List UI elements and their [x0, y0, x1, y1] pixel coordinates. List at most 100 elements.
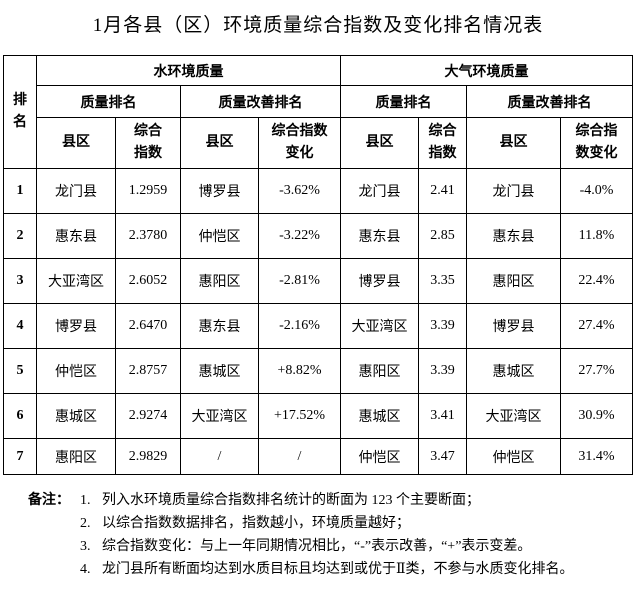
- note: 4. 龙门县所有断面均达到水质目标且均达到或优于Ⅱ类，不参与水质变化排名。: [28, 559, 628, 581]
- note: 3. 综合指数变化：与上一年同期情况相比，“-”表示改善，“+”表示变差。: [28, 536, 628, 558]
- data-cell: +8.82%: [258, 348, 341, 394]
- note-label: [28, 536, 80, 558]
- note-number: 3.: [80, 539, 91, 554]
- data-cell: 惠阳区: [180, 258, 259, 304]
- column-header-text: 县区: [365, 135, 394, 150]
- data-cell: 2.85: [418, 213, 467, 259]
- note-text: 列入水环境质量综合指数排名统计的断面为 123 个主要断面；: [102, 493, 480, 508]
- data-cell: -2.16%: [258, 303, 341, 349]
- data-cell: 3.47: [418, 438, 467, 475]
- data-row: 7 惠阳区 2.9829// 仲恺区 3.47 仲恺区 31.4%: [3, 438, 633, 475]
- data-cell: 博罗县: [36, 303, 116, 349]
- header-row: 县区 综合指数 县区 综合指数变化 县区 综合指数 县区 综合指数变化: [4, 117, 633, 169]
- data-cell: 仲恺区: [340, 438, 419, 475]
- data-row: 4 博罗县 2.6470 惠东县 -2.16% 大亚湾区 3.39 博罗县 27.4%: [3, 303, 633, 349]
- subgroup-header: 质量改善排名: [180, 85, 341, 118]
- column-header: 县区: [36, 117, 116, 169]
- data-cell: -3.22%: [258, 213, 341, 259]
- column-header-text: 综合指数变化: [271, 124, 328, 161]
- header-row: 排名 水环境质量 大气环境质量: [3, 55, 633, 169]
- data-cell: 惠阳区: [36, 438, 116, 475]
- column-header: 县区: [180, 117, 259, 169]
- column-header-text: 综合指数: [134, 124, 162, 161]
- note-text: 综合指数变化：与上一年同期情况相比，“-”表示改善，“+”表示变差。: [102, 539, 532, 554]
- group-header: 水环境质量: [36, 55, 341, 86]
- data-cell: 仲恺区: [180, 213, 259, 259]
- data-cell: 11.8%: [560, 213, 633, 259]
- data-cell: 惠东县: [466, 213, 561, 259]
- data-row: 3 大亚湾区 2.6052 惠阳区 -2.81% 博罗县 3.35 惠阳区 22.4%: [3, 258, 633, 304]
- data-cell: 博罗县: [466, 303, 561, 349]
- data-cell: 1.2959: [115, 168, 181, 214]
- data-cell: 2.6052: [115, 258, 181, 304]
- rank-header: 排名: [13, 93, 27, 130]
- data-cell: 2.9829: [115, 438, 181, 475]
- notes: 备注： 1. 列入水环境质量综合指数排名统计的断面为 123 个主要断面； 2. 以综合…: [28, 490, 628, 582]
- note-number: 4.: [80, 562, 91, 577]
- data-cell: 惠城区: [36, 393, 116, 439]
- data-cell: 仲恺区: [36, 348, 116, 394]
- column-header-text: 综合指数: [428, 124, 457, 161]
- data-cell: 仲恺区: [466, 438, 561, 475]
- title: 1月各县（区）环境质量综合指数及变化排名情况表: [92, 15, 544, 36]
- column-header: 县区: [340, 117, 419, 169]
- data-cell: 3.41: [418, 393, 467, 439]
- data-cell: 2.9274: [115, 393, 181, 439]
- column-header-text: 县区: [62, 135, 90, 150]
- data-cell: 大亚湾区: [36, 258, 116, 304]
- data-cell: /: [180, 438, 259, 475]
- data-row: 1 龙门县 1.2959 博罗县 -3.62% 龙门县 2.41 龙门县 -4.0%: [3, 168, 633, 214]
- rank-cell: 4: [3, 303, 37, 349]
- column-header: 综合指数: [418, 117, 467, 169]
- data-cell: 惠东县: [36, 213, 116, 259]
- data-cell: 惠城区: [466, 348, 561, 394]
- data-cell: 龙门县: [466, 168, 561, 214]
- data-cell: 龙门县: [340, 168, 419, 214]
- data-cell: 博罗县: [180, 168, 259, 214]
- data-cell: 惠阳区: [340, 348, 419, 394]
- data-cell: 3.39: [418, 348, 467, 394]
- note: 2. 以综合指数数据排名，指数越小，环境质量越好；: [28, 513, 628, 535]
- header-row: 质量排名 质量改善排名 质量排名 质量改善排名: [4, 85, 633, 118]
- note: 备注： 1. 列入水环境质量综合指数排名统计的断面为 123 个主要断面；: [28, 490, 628, 512]
- data-cell: 2.6470: [115, 303, 181, 349]
- data-cell: 惠城区: [180, 348, 259, 394]
- column-header: 县区: [466, 117, 561, 169]
- data-cell: 22.4%: [560, 258, 633, 304]
- data-cell: 大亚湾区: [340, 303, 419, 349]
- data-cell: 惠东县: [180, 303, 259, 349]
- data-cell: 龙门县: [36, 168, 116, 214]
- data-row: 2 惠东县 2.3780 仲恺区 -3.22% 惠东县 2.85 惠东县 11.8%: [3, 213, 633, 259]
- data-cell: 27.7%: [560, 348, 633, 394]
- data-cell: 30.9%: [560, 393, 633, 439]
- data-cell: -2.81%: [258, 258, 341, 304]
- data-cell: +17.52%: [258, 393, 341, 439]
- data-cell: -3.62%: [258, 168, 341, 214]
- data-cell: 2.41: [418, 168, 467, 214]
- note-number: 2.: [80, 516, 91, 531]
- column-header-text: 县区: [499, 135, 528, 150]
- group-header: 大气环境质量: [340, 55, 633, 86]
- note-text: 龙门县所有断面均达到水质目标且均达到或优于Ⅱ类，不参与水质变化排名。: [102, 562, 574, 577]
- column-header-text: 综合指数变化: [575, 124, 618, 161]
- data-cell: 27.4%: [560, 303, 633, 349]
- table-body: 排名 水环境质量 大气环境质量 质量排名 质量改善排名 质量排名 质量改善排名 县区 综合指数县…: [3, 55, 633, 475]
- rank-cell: 6: [3, 393, 37, 439]
- note-label: 备注：: [28, 493, 70, 508]
- data-cell: 惠城区: [340, 393, 419, 439]
- subgroup-header: 质量排名: [340, 85, 467, 118]
- data-row: 5 仲恺区 2.8757 惠城区 +8.82% 惠阳区 3.39 惠城区 27.7%: [3, 348, 633, 394]
- data-cell: 2.3780: [115, 213, 181, 259]
- rank-cell: 5: [3, 348, 37, 394]
- rank-cell: 1: [3, 168, 37, 214]
- subgroup-header: 质量改善排名: [466, 85, 633, 118]
- note-label: [28, 513, 80, 535]
- data-cell: 3.39: [418, 303, 467, 349]
- data-cell: 大亚湾区: [180, 393, 259, 439]
- data-cell: /: [258, 438, 341, 475]
- data-cell: 2.8757: [115, 348, 181, 394]
- data-row: 6 惠城区 2.9274 大亚湾区 +17.52% 惠城区 3.41 大亚湾区 30.9%: [3, 393, 633, 439]
- rank-cell: 7: [3, 438, 37, 475]
- data-cell: 惠阳区: [466, 258, 561, 304]
